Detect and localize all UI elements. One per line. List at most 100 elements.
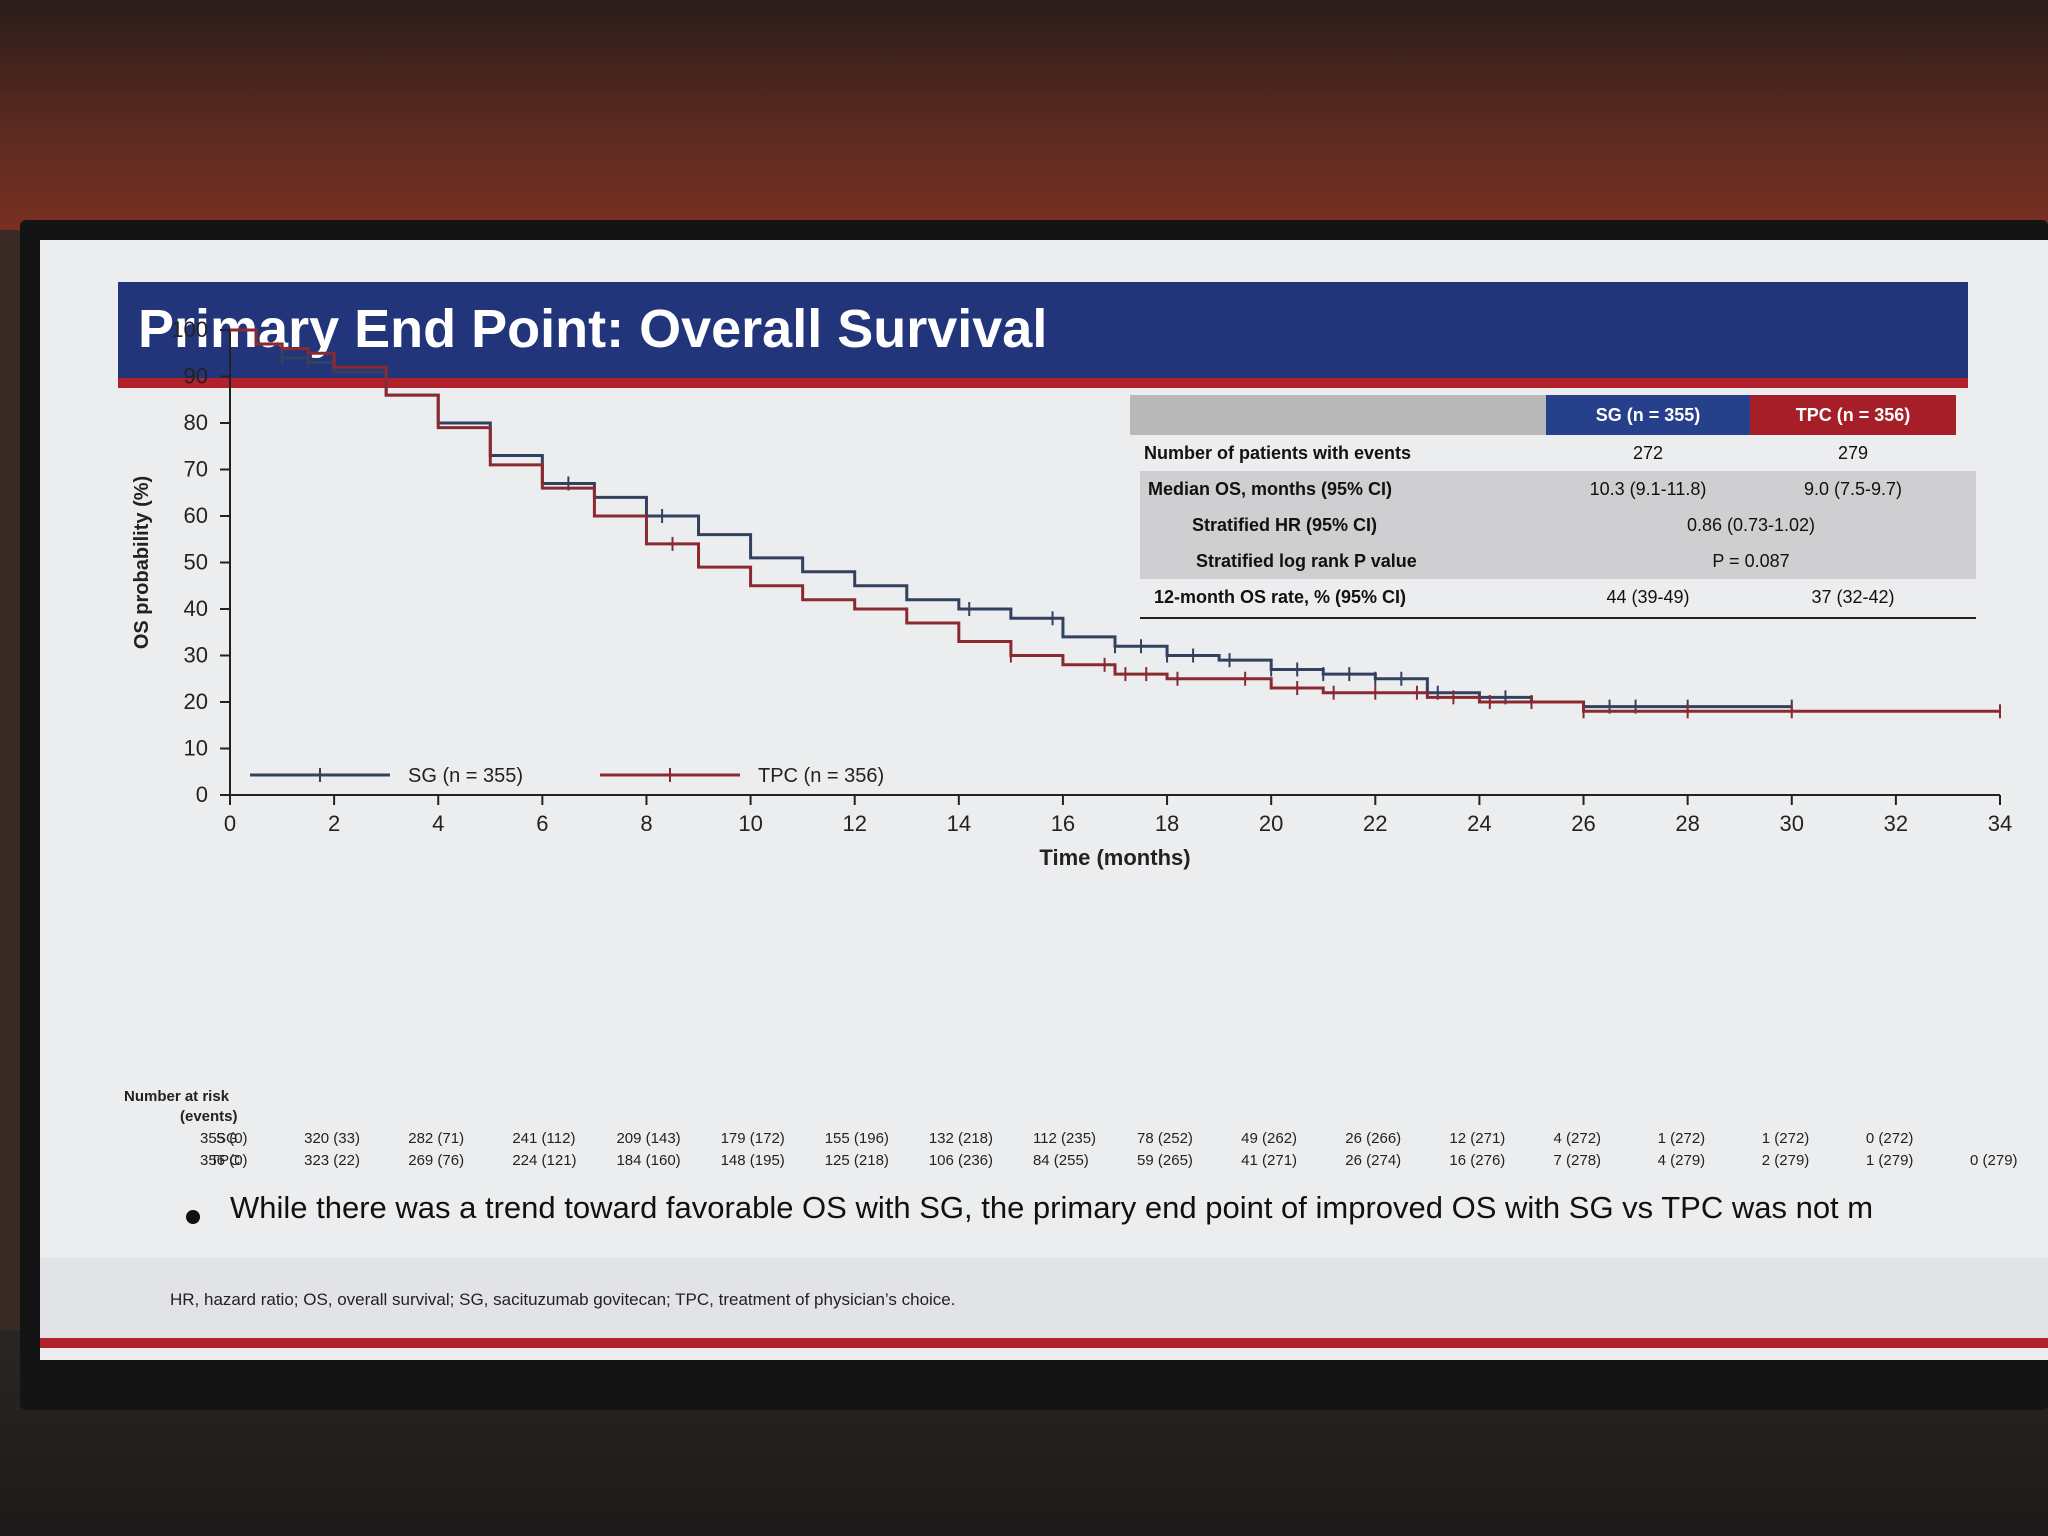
y-tick-label: 50 [184, 550, 208, 575]
table-header-sg: SG (n = 355) [1546, 395, 1750, 435]
y-tick-label: 10 [184, 736, 208, 761]
risk-subheader: (events) [180, 1108, 238, 1125]
y-axis-title: OS probability (%) [131, 476, 153, 649]
risk-sg-label: SG [216, 1130, 238, 1147]
risk-sg-value: 4 (272) [1553, 1130, 1602, 1147]
row-label: Median OS, months (95% CI) [1148, 479, 1393, 499]
risk-sg-value: 179 (172) [720, 1130, 785, 1147]
table-header-tpc: TPC (n = 356) [1750, 395, 1956, 435]
risk-sg-value: 12 (271) [1449, 1130, 1506, 1147]
bottom-stripe [40, 1338, 2048, 1348]
y-tick-label: 30 [184, 643, 208, 668]
y-tick-label: 60 [184, 503, 208, 528]
x-tick-label: 8 [640, 811, 652, 836]
x-tick-label: 30 [1780, 811, 1804, 836]
risk-header: Number at risk [124, 1088, 230, 1105]
x-tick-label: 20 [1259, 811, 1283, 836]
x-tick-label: 10 [738, 811, 762, 836]
risk-sg-value: 49 (262) [1241, 1130, 1298, 1147]
risk-sg-value: 320 (33) [304, 1130, 360, 1147]
x-tick-label: 34 [1988, 811, 2012, 836]
risk-tpc-value: 224 (121) [512, 1152, 577, 1169]
risk-sg-value: 78 (252) [1137, 1130, 1193, 1147]
x-axis-title: Time (months) [1039, 845, 1190, 870]
risk-sg-value: 355 (0) [200, 1130, 248, 1147]
table-row: Median OS, months (95% CI) 10.3 (9.1-11.… [1140, 471, 1976, 507]
row-combined-value: P = 0.087 [1712, 551, 1790, 571]
risk-tpc-value: 148 (195) [720, 1152, 785, 1169]
risk-sg-value: 282 (71) [408, 1130, 465, 1147]
title-underline [118, 378, 1968, 388]
row-combined-value: 0.86 (0.73-1.02) [1686, 515, 1816, 535]
bullet-text: While there was a trend toward favorable… [230, 1190, 1874, 1225]
y-tick-label: 100 [171, 317, 208, 342]
y-tick-label: 40 [184, 596, 208, 621]
x-tick-label: 22 [1363, 811, 1387, 836]
risk-sg-value: 155 (196) [824, 1130, 889, 1147]
row-label: 12-month OS rate, % (95% CI) [1154, 587, 1407, 607]
row-tpc-value: 9.0 (7.5-9.7) [1803, 479, 1903, 499]
y-tick-label: 70 [184, 457, 208, 482]
risk-tpc-value: 269 (76) [408, 1152, 465, 1169]
row-tpc-value: 279 [1837, 443, 1869, 463]
x-tick-label: 0 [224, 811, 236, 836]
risk-tpc-value: 41 (271) [1241, 1152, 1298, 1169]
y-tick-label: 0 [196, 782, 208, 807]
table-row: 12-month OS rate, % (95% CI) 44 (39-49) … [1130, 579, 1956, 615]
x-tick-label: 12 [842, 811, 866, 836]
x-tick-label: 28 [1675, 811, 1699, 836]
x-tick-label: 26 [1571, 811, 1595, 836]
risk-sg-value: 0 (272) [1865, 1130, 1914, 1147]
slide: Primary End Point: Overall Survival SG (… [40, 240, 2048, 1360]
km-curve-tpc [230, 328, 2000, 713]
risk-tpc-value: 4 (279) [1657, 1152, 1706, 1169]
risk-tpc-label: TPC [210, 1152, 240, 1169]
row-label: Number of patients with events [1144, 443, 1412, 463]
risk-tpc-value: 356 (0) [200, 1152, 248, 1169]
x-tick-label: 4 [432, 811, 444, 836]
risk-sg-value: 1 (272) [1761, 1130, 1810, 1147]
risk-tpc-value: 16 (276) [1449, 1152, 1506, 1169]
risk-tpc-value: 323 (22) [304, 1152, 360, 1169]
risk-sg-value: 241 (112) [512, 1130, 576, 1147]
table-row: Stratified log rank P value P = 0.087 [1140, 543, 1976, 579]
x-tick-label: 14 [947, 811, 971, 836]
row-label: Stratified log rank P value [1196, 551, 1417, 571]
risk-tpc-value: 106 (236) [928, 1152, 994, 1169]
risk-tpc-value: 59 (265) [1137, 1152, 1193, 1169]
table-header-blank [1130, 395, 1546, 435]
row-sg-value: 272 [1632, 443, 1664, 463]
y-tick-label: 20 [184, 689, 208, 714]
table-row: Number of patients with events 272 279 [1130, 435, 1956, 471]
risk-sg-value: 209 (143) [616, 1130, 681, 1147]
row-sg-value: 10.3 (9.1-11.8) [1589, 479, 1707, 499]
risk-sg-value: 26 (266) [1345, 1130, 1402, 1147]
risk-sg-value: 1 (272) [1657, 1130, 1706, 1147]
table-bottom-rule [1140, 617, 1976, 619]
footer-band [40, 1258, 2048, 1338]
y-tick-label: 80 [184, 410, 208, 435]
room-background [0, 0, 2048, 230]
legend-label: SG (n = 355) [408, 765, 523, 787]
risk-sg-value: 132 (218) [928, 1130, 994, 1147]
risk-tpc-value: 7 (278) [1553, 1152, 1602, 1169]
risk-tpc-value: 0 (279) [1970, 1152, 2018, 1169]
table-row: Stratified HR (95% CI) 0.86 (0.73-1.02) [1140, 507, 1976, 543]
y-tick-label: 90 [184, 364, 208, 389]
risk-tpc-value: 125 (218) [824, 1152, 889, 1169]
row-sg-value: 44 (39-49) [1606, 587, 1690, 607]
footnote: HR, hazard ratio; OS, overall survival; … [170, 1290, 956, 1309]
bullet-dot [186, 1210, 200, 1224]
x-tick-label: 24 [1467, 811, 1491, 836]
x-tick-label: 16 [1051, 811, 1075, 836]
risk-tpc-value: 84 (255) [1032, 1152, 1089, 1169]
row-tpc-value: 37 (32-42) [1811, 587, 1895, 607]
x-tick-label: 18 [1155, 811, 1179, 836]
x-tick-label: 2 [328, 811, 340, 836]
row-label: Stratified HR (95% CI) [1192, 515, 1378, 535]
x-tick-label: 6 [536, 811, 548, 836]
risk-tpc-value: 1 (279) [1865, 1152, 1914, 1169]
legend-label: TPC (n = 356) [758, 765, 884, 787]
x-tick-label: 32 [1884, 811, 1908, 836]
